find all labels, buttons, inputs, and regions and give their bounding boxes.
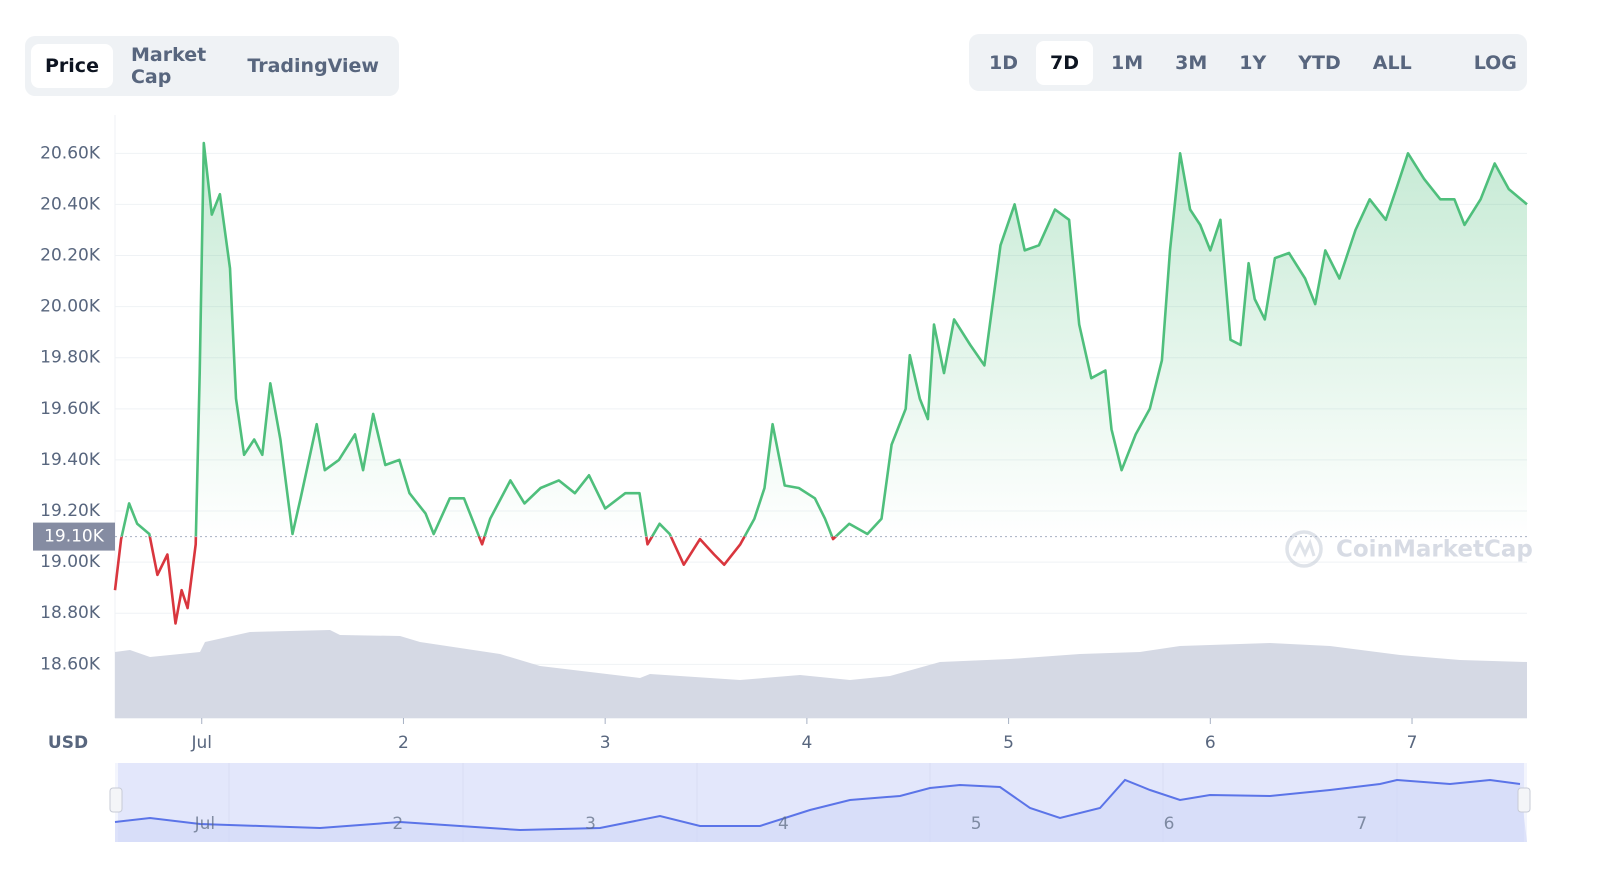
volume-area <box>115 630 1527 718</box>
y-tick-label: 18.60K <box>40 654 101 674</box>
range-button[interactable]: 1M <box>1111 51 1144 74</box>
tab[interactable]: Market Cap <box>130 44 207 88</box>
grid <box>114 115 1527 724</box>
currency-label: USD <box>48 733 88 753</box>
y-tick-label: 19.60K <box>40 399 101 419</box>
navigator <box>109 763 1531 842</box>
reference-label: 19.10K <box>44 527 105 547</box>
range-button[interactable]: ALL <box>1372 51 1412 74</box>
range-button[interactable]: YTD <box>1298 51 1341 74</box>
y-tick-label: 18.80K <box>40 603 101 623</box>
plot <box>113 141 1528 719</box>
navigator-label: Jul <box>194 814 216 834</box>
navigator-labels: Jul 2 3 4 5 6 7 <box>194 814 1368 834</box>
range-button[interactable]: 3M <box>1175 51 1208 74</box>
tab[interactable]: Price <box>31 44 113 88</box>
y-tick-label: 20.20K <box>40 246 101 266</box>
x-tick-label: 2 <box>398 733 409 753</box>
x-tick-label: 4 <box>801 733 812 753</box>
x-tick-label: 3 <box>600 733 611 753</box>
y-tick-label: 20.40K <box>40 194 101 214</box>
navigator-label: 5 <box>971 814 982 834</box>
price-area <box>115 143 1527 719</box>
range-button[interactable]: 7D <box>1036 40 1093 85</box>
navigator-bg <box>115 763 1527 842</box>
y-tick-label: 19.00K <box>40 552 101 572</box>
range-button[interactable]: 1D <box>989 51 1018 74</box>
navigator-area <box>115 780 1527 842</box>
navigator-label: 7 <box>1356 814 1367 834</box>
navigator-separators <box>228 763 1398 842</box>
watermark-logo <box>1285 530 1323 568</box>
y-tick-label: 19.80K <box>40 348 101 368</box>
range-button[interactable]: 1Y <box>1239 51 1267 74</box>
y-tick-label: 19.20K <box>40 501 101 521</box>
navigator-label: 2 <box>392 814 403 834</box>
x-tick-label: Jul <box>190 733 212 753</box>
price-line <box>113 141 1528 625</box>
navigator-line <box>114 778 1521 832</box>
log-button[interactable]: LOG <box>1473 51 1517 74</box>
x-tick-label: 6 <box>1205 733 1216 753</box>
navigator-handle[interactable] <box>109 787 123 813</box>
y-tick-label: 20.60K <box>40 143 101 163</box>
tab-group: Price Market Cap TradingView <box>25 36 399 96</box>
tab[interactable]: TradingView <box>247 55 379 77</box>
navigator-handle[interactable] <box>1517 787 1531 813</box>
navigator-window <box>118 763 1524 842</box>
x-tick-label: 7 <box>1407 733 1418 753</box>
reference-label-bg <box>33 522 115 551</box>
navigator-label: 6 <box>1164 814 1175 834</box>
y-tick-label: 19.40K <box>40 450 101 470</box>
range-group: 1D 7D 1M 3M 1Y YTD ALL LOG <box>969 34 1527 91</box>
navigator-label: 4 <box>778 814 789 834</box>
range-buttons: 1D 7D 1M 3M 1Y YTD ALL <box>973 40 1428 85</box>
watermark: CoinMarketCap <box>1336 537 1533 563</box>
x-tick-label: 5 <box>1003 733 1014 753</box>
navigator-label: 3 <box>585 814 596 834</box>
y-tick-label: 20.00K <box>40 297 101 317</box>
